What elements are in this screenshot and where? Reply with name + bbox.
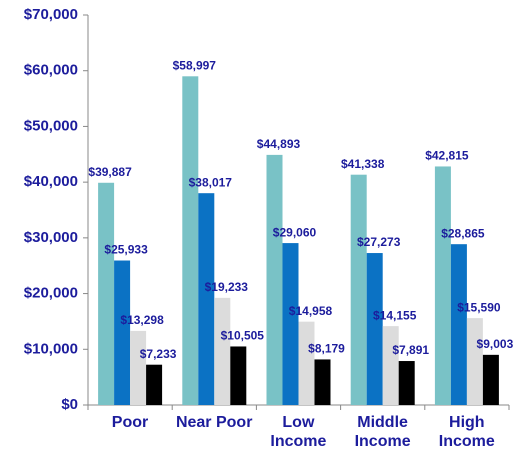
y-tick-label: $10,000 <box>24 340 78 357</box>
data-label: $19,233 <box>205 280 249 294</box>
y-tick-label: $60,000 <box>24 62 78 79</box>
bar <box>230 346 247 405</box>
data-label: $7,233 <box>140 347 177 361</box>
bar <box>466 318 483 405</box>
data-label: $25,933 <box>104 243 148 257</box>
y-tick-label: $30,000 <box>24 229 78 246</box>
data-label: $14,958 <box>289 304 333 318</box>
y-tick-label: $50,000 <box>24 117 78 134</box>
bar <box>450 244 467 405</box>
x-tick-label: High Income <box>438 414 495 450</box>
data-label: $39,887 <box>88 165 132 179</box>
y-tick-label: $20,000 <box>24 285 78 302</box>
bar <box>114 260 131 405</box>
bar <box>266 154 283 405</box>
data-label: $9,003 <box>477 337 514 351</box>
data-label: $10,505 <box>221 329 265 343</box>
bar <box>366 253 383 405</box>
bar <box>298 321 315 405</box>
bar <box>182 76 199 405</box>
data-label: $15,590 <box>457 300 501 314</box>
bar <box>282 243 299 405</box>
x-tick-label: Middle Income <box>354 414 411 450</box>
y-tick-label: $0 <box>61 396 78 413</box>
data-label: $38,017 <box>189 175 233 189</box>
data-label: $14,155 <box>373 308 417 322</box>
bar <box>98 182 115 405</box>
x-tick-label: Poor <box>111 414 149 431</box>
data-label: $27,273 <box>357 235 401 249</box>
data-label: $58,997 <box>173 58 217 72</box>
bar <box>198 193 215 405</box>
data-label: $28,865 <box>441 226 485 240</box>
y-tick-label: $70,000 <box>24 6 78 23</box>
data-label: $29,060 <box>273 225 317 239</box>
x-tick-label: Near Poor <box>175 414 253 431</box>
data-label: $42,815 <box>425 149 469 163</box>
bar <box>314 359 331 405</box>
bar <box>130 330 147 405</box>
bar <box>434 166 451 405</box>
bar <box>398 361 415 405</box>
bar <box>214 297 231 405</box>
bar <box>350 174 367 405</box>
data-label: $13,298 <box>120 313 164 327</box>
data-label: $7,891 <box>392 343 429 357</box>
bar <box>146 364 163 405</box>
bar <box>482 354 499 405</box>
bar <box>382 326 399 405</box>
y-tick-label: $40,000 <box>24 173 78 190</box>
x-tick-label: Low Income <box>270 414 327 450</box>
data-label: $8,179 <box>308 342 345 356</box>
data-label: $41,338 <box>341 157 385 171</box>
data-label: $44,893 <box>257 137 301 151</box>
